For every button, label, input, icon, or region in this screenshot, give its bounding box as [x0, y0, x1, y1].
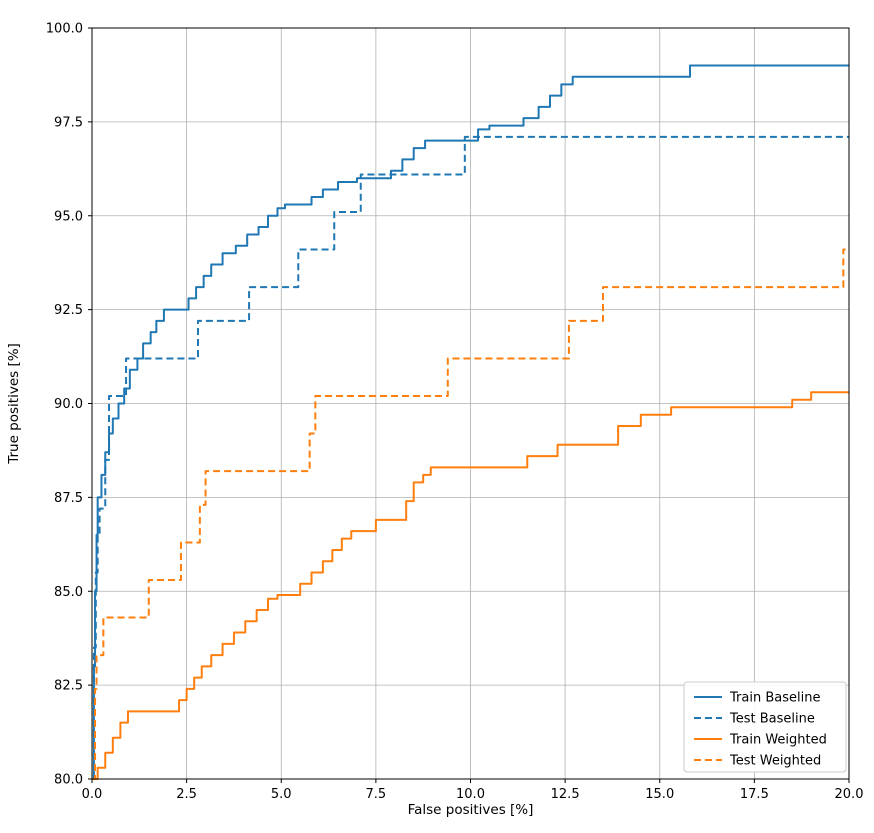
x-tick-label: 7.5: [366, 787, 387, 802]
series-train-baseline: [92, 64, 849, 780]
legend-label: Test Weighted: [729, 754, 821, 769]
y-tick-label: 90.0: [54, 397, 83, 412]
x-tick-label: 5.0: [271, 787, 292, 802]
x-tick-label: 15.0: [645, 787, 674, 802]
legend-label: Train Weighted: [729, 733, 827, 748]
y-tick-label: 85.0: [54, 585, 83, 600]
legend-box: [683, 681, 847, 773]
y-tick-label: 100.0: [46, 22, 83, 37]
x-tick-label: 17.5: [740, 787, 769, 802]
x-tick-label: 2.5: [176, 787, 197, 802]
y-tick-label: 92.5: [54, 303, 83, 318]
y-tick-label: 95.0: [54, 209, 83, 224]
series-test-baseline: [92, 135, 849, 780]
x-tick-label: 20.0: [835, 787, 864, 802]
series-train-weighted: [92, 391, 849, 780]
y-tick-label: 80.0: [54, 773, 83, 788]
x-tick-label: 12.5: [551, 787, 580, 802]
x-axis-label: False positives [%]: [408, 802, 534, 818]
series-test-weighted: [92, 248, 849, 780]
y-tick-label: 87.5: [54, 491, 83, 506]
legend-label: Test Baseline: [729, 712, 815, 727]
legend-label: Train Baseline: [729, 691, 820, 706]
y-tick-label: 97.5: [54, 115, 83, 130]
x-tick-label: 0.0: [82, 787, 103, 802]
y-axis-label: True positives [%]: [6, 343, 22, 465]
y-tick-label: 82.5: [54, 679, 83, 694]
x-tick-label: 10.0: [456, 787, 485, 802]
